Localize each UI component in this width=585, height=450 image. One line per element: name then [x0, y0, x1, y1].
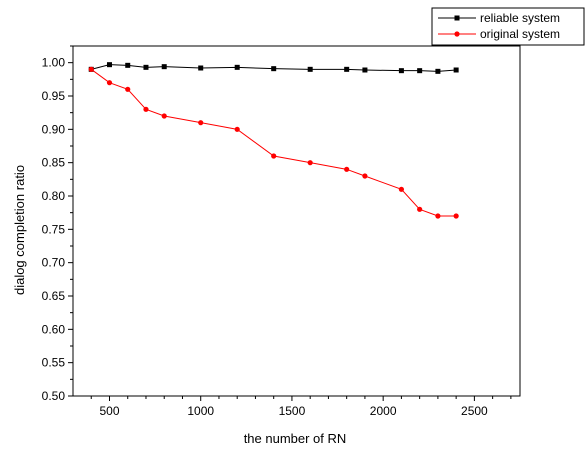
x-tick-label: 1000 — [187, 404, 214, 418]
series-2-point — [143, 106, 149, 112]
series-1-point — [435, 68, 441, 74]
x-tick-label: 500 — [99, 404, 119, 418]
x-axis-title: the number of RN — [244, 431, 347, 446]
legend-box — [431, 7, 585, 46]
series-1-point — [398, 68, 404, 74]
y-tick-label: 0.50 — [42, 389, 66, 403]
plot-frame — [72, 45, 521, 397]
series-2-point — [88, 66, 94, 72]
series-1-point — [234, 64, 240, 70]
series-1-point — [125, 62, 131, 68]
series-1-point — [362, 67, 368, 73]
y-tick-label: 0.65 — [42, 289, 66, 303]
y-tick-label: 0.95 — [42, 89, 66, 103]
series-2-point — [125, 86, 131, 92]
legend-marker-2 — [454, 31, 460, 37]
series-1-point — [271, 66, 277, 72]
series-1-point — [143, 64, 149, 70]
x-tick-label: 1500 — [279, 404, 306, 418]
y-tick-label: 0.70 — [42, 256, 66, 270]
series-1-point — [417, 68, 423, 74]
series-2-point — [106, 80, 113, 86]
series-2-point — [417, 206, 423, 212]
series-1-point — [344, 66, 350, 72]
y-tick-label: 0.75 — [42, 222, 66, 236]
legend-label-2: original system — [480, 27, 560, 41]
y-axis-title: dialog completion ratio — [12, 165, 27, 295]
legend-label-1: reliable system — [480, 11, 560, 25]
series-2-point — [234, 126, 240, 132]
series-2-point — [453, 213, 459, 219]
x-tick-label: 2000 — [370, 404, 397, 418]
series-2-point — [362, 173, 368, 179]
series-1-point — [161, 64, 167, 70]
y-tick-label: 0.80 — [42, 189, 66, 203]
series-2-point — [161, 113, 167, 119]
x-tick-label: 2500 — [461, 404, 488, 418]
plot-area: 500 1000 1500 2000 2500 0.50 0.55 0.60 0.65 0.70 0… — [42, 45, 521, 418]
y-tick-label: 1.00 — [42, 56, 66, 70]
series-1-point — [198, 65, 204, 71]
series-2-point — [344, 166, 350, 172]
series-2-point — [435, 213, 441, 219]
series-1-point — [307, 66, 313, 72]
y-tick-label: 0.85 — [42, 156, 66, 170]
y-tick-label: 0.55 — [42, 356, 66, 370]
y-tick-label: 0.90 — [42, 122, 66, 136]
series-2-point — [198, 120, 204, 126]
series-2-point — [398, 186, 405, 192]
series-2-point — [307, 160, 313, 166]
series-2-point — [271, 153, 277, 159]
y-tick-label: 0.60 — [42, 322, 66, 336]
legend-marker-1 — [454, 15, 460, 21]
series-1-point — [453, 67, 459, 73]
legend: reliable system original system — [431, 7, 585, 46]
series-line-2 — [90, 68, 457, 217]
series-1-point — [106, 62, 112, 68]
